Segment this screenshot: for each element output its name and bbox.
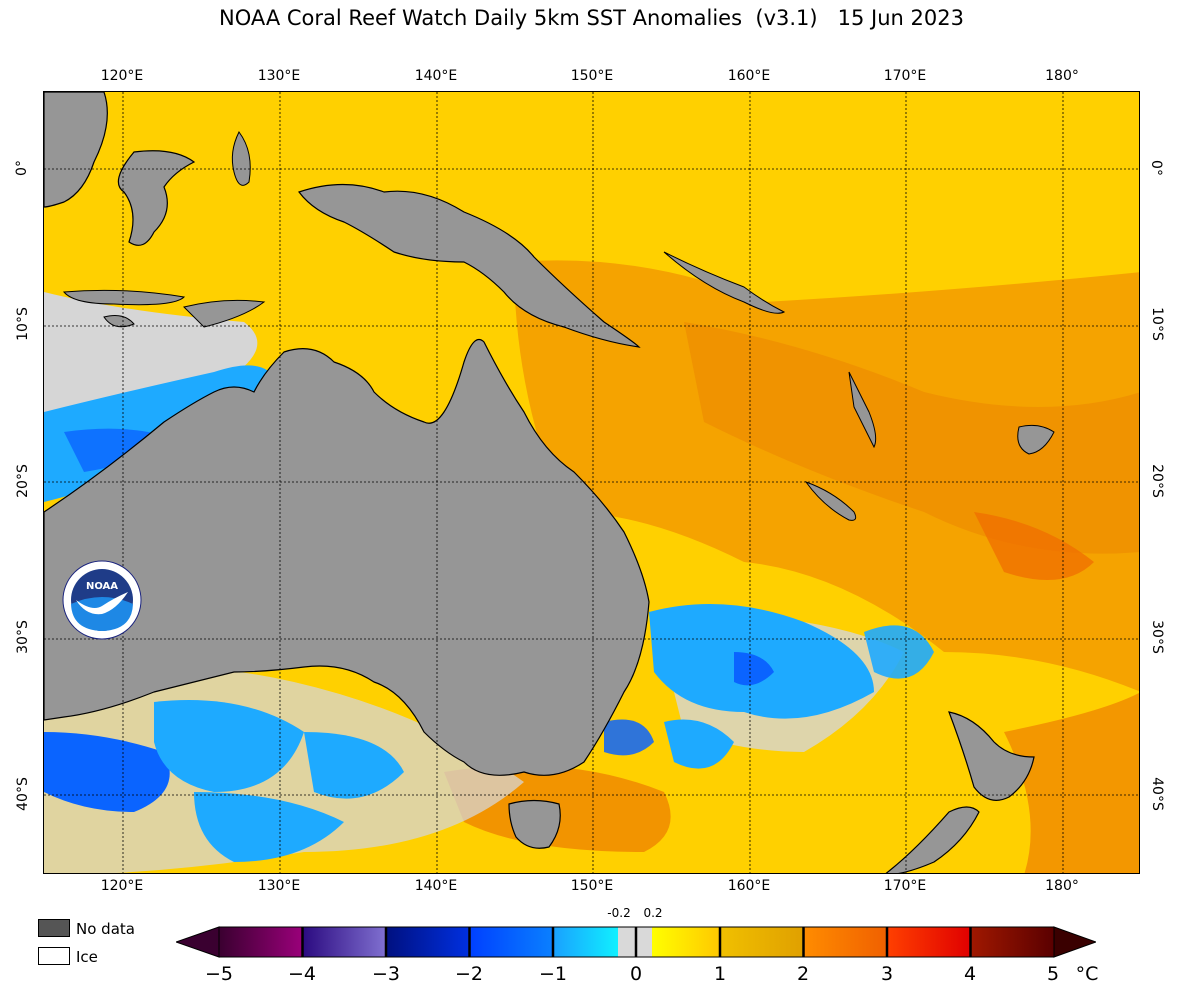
lon-label-bottom: 160°E [727,878,771,894]
colorbar-tick: −3 [371,963,401,985]
lon-label-top: 120°E [100,68,144,84]
colorbar-label-plus-0-2: 0.2 [643,906,663,920]
map-title: NOAA Coral Reef Watch Daily 5km SST Anom… [219,6,964,30]
lat-label-left: 40°S [14,777,31,811]
lon-label-top: 130°E [257,68,301,84]
anomaly-cold-region [734,652,774,686]
anomaly-cool-region [194,792,344,862]
lat-label-right: 20°S [1148,464,1165,498]
lat-label-left: 0° [13,160,30,176]
lat-label-right: 30°S [1148,620,1165,654]
lat-label-right: 40°S [1148,777,1165,811]
anomaly-hot-east [1004,693,1139,873]
lon-label-bottom: 150°E [570,878,614,894]
new-zealand-south-island [885,806,980,873]
no-data-label: No data [76,920,135,938]
colorbar-label-minus-0-2: -0.2 [607,906,631,920]
lon-label-top: 160°E [727,68,771,84]
sst-anomaly-map[interactable] [43,91,1140,874]
lon-label-top: 170°E [883,68,927,84]
colorbar-tick: 5 [1046,963,1060,985]
graticule [44,92,1139,873]
anomaly-cool-region [304,732,404,799]
colorbar-tick: −4 [287,963,317,985]
lon-label-top: 180° [1045,68,1079,84]
borneo-landmass [44,92,108,208]
sulawesi-landmass [117,150,196,246]
lat-label-left: 10°S [14,307,31,341]
map-canvas [44,92,1139,873]
colorbar-tick: 3 [880,963,894,985]
sumba-landmass [103,315,135,328]
anomaly-cold-region [44,732,170,812]
ice-swatch [38,947,70,965]
lon-label-bottom: 170°E [883,878,927,894]
solomon-islands [663,251,786,314]
lon-label-bottom: 140°E [414,878,458,894]
new-guinea-landmass [298,183,641,348]
anomaly-cool-region [154,700,304,792]
timor-landmass [183,299,266,328]
halmahera-landmass [231,131,251,186]
lon-label-bottom: 130°E [257,878,301,894]
lat-label-left: 30°S [14,620,31,654]
colorbar-tick: 2 [796,963,810,985]
colorbar-tick: −1 [538,963,568,985]
fiji-islands [1017,424,1055,455]
lon-label-bottom: 180° [1045,878,1079,894]
new-zealand-north-island [948,711,1035,801]
anomaly-cold-region [604,719,654,756]
australia-landmass [44,338,650,776]
colorbar-tick: 1 [713,963,727,985]
lat-label-right: 10°S [1148,307,1165,341]
lon-label-bottom: 120°E [100,878,144,894]
anomaly-hot-spot [974,512,1094,580]
ice-label: Ice [76,948,98,966]
lon-label-top: 140°E [414,68,458,84]
vanuatu-islands [848,371,877,449]
anomaly-cool-region [664,719,734,769]
colorbar-tick: 0 [629,963,643,985]
colorbar-unit: °C [1075,963,1099,985]
lat-label-right: 0° [1147,160,1164,176]
tasmania-landmass [508,799,561,849]
colorbar-tick: −5 [204,963,234,985]
new-caledonia-landmass [804,480,857,521]
colorbar-tick: 4 [963,963,977,985]
colorbar [174,925,1098,959]
lesser-sunda-islands [62,289,186,306]
no-data-swatch [38,919,70,937]
lon-label-top: 150°E [570,68,614,84]
anomaly-hot-region [684,322,1139,554]
noaa-logo-text: NOAA [86,581,118,592]
colorbar-tick: −2 [454,963,484,985]
noaa-logo: NOAA [62,560,142,640]
lat-label-left: 20°S [14,464,31,498]
